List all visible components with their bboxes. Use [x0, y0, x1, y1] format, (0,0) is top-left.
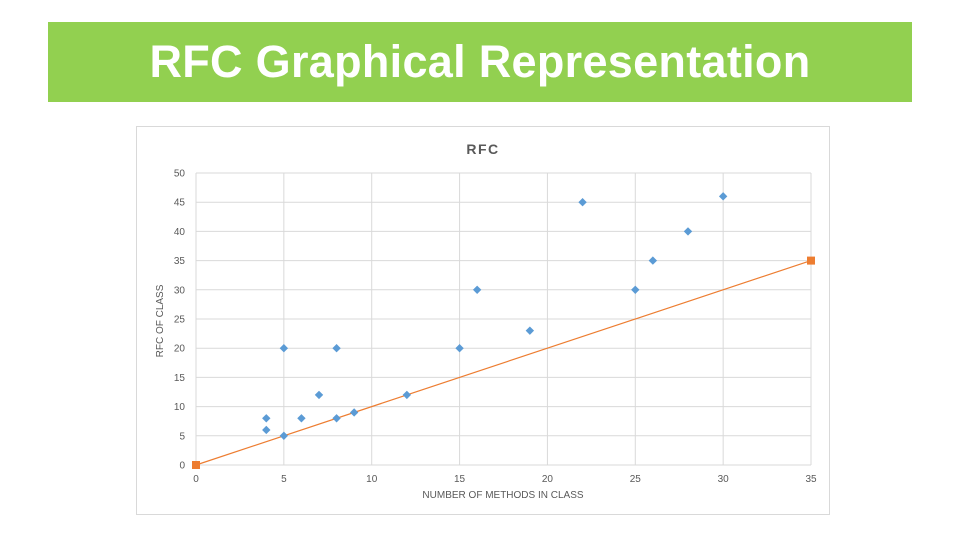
y-tick-label: 50 [174, 169, 186, 180]
title-banner: RFC Graphical Representation [48, 22, 912, 102]
diamond-marker [402, 390, 412, 400]
x-tick-label: 10 [366, 474, 378, 485]
x-axis-title: NUMBER OF METHODS IN CLASS [422, 490, 583, 501]
diamond-marker [455, 344, 464, 353]
x-tick-label: 30 [718, 474, 730, 485]
x-axis-ticks: 0 5 10 15 20 25 30 35 [193, 474, 817, 485]
y-tick-label: 10 [174, 402, 186, 413]
chart-title: RFC [466, 141, 499, 157]
chart-gridlines [195, 172, 812, 466]
x-tick-label: 15 [454, 474, 466, 485]
y-tick-label: 20 [174, 344, 186, 355]
y-tick-label: 30 [174, 285, 186, 296]
diamond-marker [525, 326, 535, 335]
rfc-scatter-chart: RFC 0 5 10 15 20 25 30 35 05101520253035404550 … [155, 141, 817, 501]
diamond-marker [648, 256, 658, 265]
diamond-marker [297, 414, 306, 423]
y-tick-label: 0 [179, 461, 185, 472]
y-axis-title: RFC OF CLASS [155, 284, 166, 357]
diamond-marker [332, 344, 341, 353]
y-tick-label: 25 [174, 315, 186, 326]
x-tick-label: 5 [281, 474, 287, 485]
diamond-marker [262, 414, 271, 423]
trend-line [195, 260, 812, 466]
diamond-marker [314, 390, 324, 400]
y-tick-label: 45 [174, 198, 186, 209]
diamond-marker [631, 285, 640, 294]
diamond-marker [349, 408, 359, 417]
scatter-points-series [262, 192, 728, 440]
y-tick-label: 15 [174, 373, 186, 384]
y-tick-label: 35 [174, 256, 186, 267]
square-marker [192, 461, 200, 469]
diamond-marker [683, 227, 693, 236]
diamond-marker [262, 425, 271, 435]
diamond-marker [279, 344, 289, 353]
square-marker [807, 256, 815, 265]
x-tick-label: 0 [193, 474, 199, 485]
x-tick-label: 20 [542, 474, 554, 485]
diamond-marker [718, 192, 728, 201]
trend-line-series [192, 256, 815, 469]
diamond-marker [472, 285, 482, 294]
x-tick-label: 25 [630, 474, 642, 485]
diamond-marker [332, 414, 341, 423]
chart-frame: RFC 0 5 10 15 20 25 30 35 0 5 10 15 20 25 30 35 40 45 50 … [136, 126, 830, 515]
y-axis-ticks: 0 5 10 15 20 25 30 35 40 45 50 [174, 169, 186, 472]
slide-title: RFC Graphical Representation [149, 36, 811, 87]
diamond-marker [578, 198, 587, 207]
diamond-marker [279, 431, 289, 440]
y-tick-label: 40 [174, 227, 186, 238]
x-tick-label: 35 [805, 474, 817, 485]
y-tick-label: 5 [179, 431, 185, 442]
